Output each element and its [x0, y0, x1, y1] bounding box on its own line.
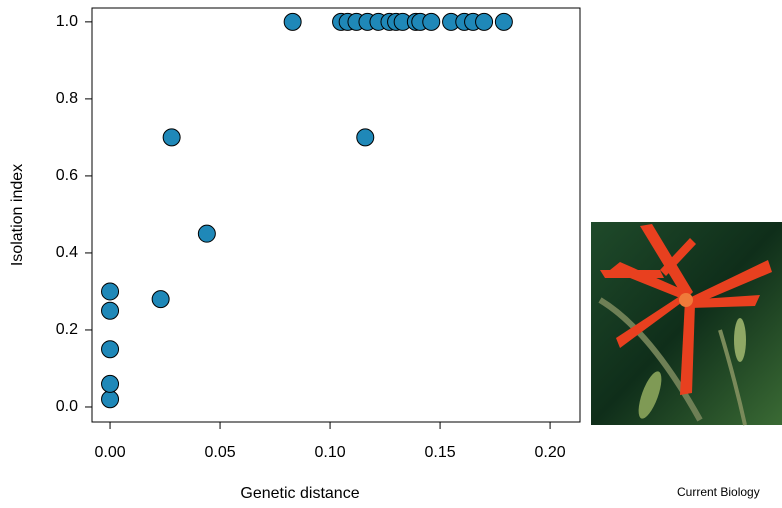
point: [101, 340, 120, 359]
y-tick-label: 0.2: [56, 321, 78, 338]
photo: [591, 222, 782, 426]
plot-frame: [91, 7, 581, 423]
point: [162, 128, 181, 147]
point: [101, 282, 120, 301]
point: [422, 12, 441, 31]
y-tick-label: 0.0: [56, 398, 78, 415]
y-tick-label: 0.4: [56, 244, 78, 261]
y-tick-label: 0.8: [56, 90, 78, 107]
point: [475, 12, 494, 31]
x-tick-label: 0.10: [314, 444, 345, 461]
point: [101, 390, 120, 409]
point: [101, 374, 120, 393]
y-tick-label: 1.0: [56, 13, 78, 30]
x-tick-label: 0.05: [204, 444, 235, 461]
point: [151, 290, 170, 309]
y-axis-title: Isolation index: [9, 164, 26, 266]
point: [494, 12, 513, 31]
x-axis-title: Genetic distance: [240, 485, 359, 502]
y-tick-label: 0.6: [56, 167, 78, 184]
point: [356, 128, 375, 147]
x-tick-label: 0.20: [535, 444, 566, 461]
point: [197, 224, 216, 243]
x-tick-label: 0.15: [424, 444, 455, 461]
x-tick-label: 0.00: [94, 444, 125, 461]
source-label: Current Biology: [677, 485, 760, 499]
point: [101, 301, 120, 320]
point: [283, 12, 302, 31]
